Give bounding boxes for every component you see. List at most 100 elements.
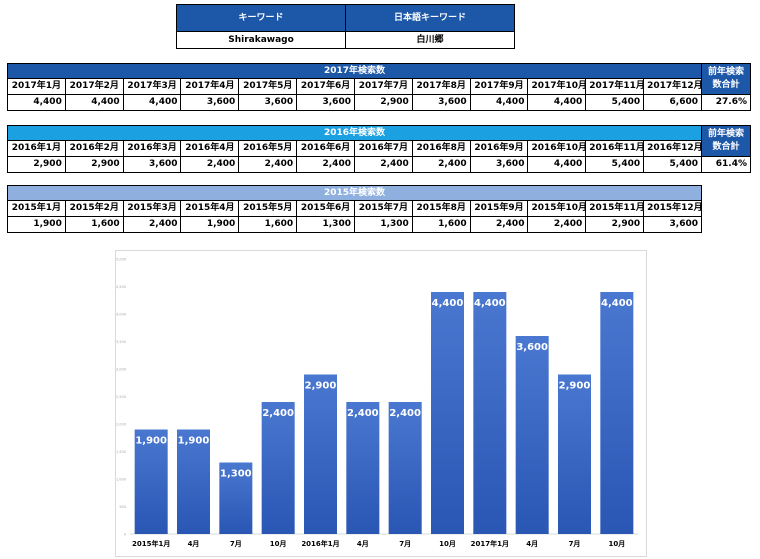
month-value: 2,400 (353, 156, 413, 173)
bar (261, 402, 295, 534)
bar (557, 374, 592, 534)
month-value: 3,600 (122, 156, 182, 173)
month-value: 4,400 (527, 94, 587, 111)
month-header: 2015年1月 (7, 200, 66, 217)
month-header: 2015年5月 (238, 200, 298, 217)
month-value: 2,400 (122, 216, 182, 233)
x-tick-label: 10月 (270, 540, 287, 548)
bar-value-label: 1,900 (135, 436, 167, 447)
month-header: 2016年3月 (122, 140, 182, 157)
month-value: 5,400 (585, 94, 645, 111)
month-header: 2017年6月 (296, 78, 355, 95)
prev-year-total-label: 前年検索数合計 (701, 63, 751, 95)
bar (430, 292, 465, 534)
month-value: 2,900 (64, 156, 124, 173)
month-value: 5,400 (643, 156, 702, 173)
year-table-2016: 2016年検索数 前年検索数合計 2016年1月 2016年2月 2016年3月 2016… (7, 125, 751, 173)
month-header: 2017年11月 (585, 78, 645, 95)
year-table-2017: 2017年検索数 前年検索数合計 2017年1月 2017年2月 2017年3月 2017… (7, 63, 751, 111)
x-tick-label: 2017年1月 (471, 539, 509, 548)
y-tick-label: 2,500 (116, 395, 126, 399)
month-header: 2016年6月 (296, 140, 355, 157)
bar-value-label: 2,400 (389, 408, 421, 419)
bar (303, 374, 338, 534)
bar (346, 402, 380, 534)
month-header: 2016年10月 (527, 140, 587, 157)
month-header: 2015年6月 (296, 200, 355, 217)
bar-value-label: 4,400 (474, 298, 506, 309)
month-value: 2,900 (353, 94, 413, 111)
month-value: 2,400 (469, 216, 529, 233)
month-value: 4,400 (527, 156, 587, 173)
month-value: 4,400 (64, 94, 124, 111)
bar-value-label: 4,400 (601, 298, 633, 309)
month-header: 2017年12月 (643, 78, 702, 95)
month-value: 3,600 (643, 216, 702, 233)
table-title: 2015年検索数 (7, 185, 702, 201)
keyword-table: キーワード 日本語キーワード Shirakawago 白川郷 (176, 4, 515, 49)
month-header: 2017年7月 (353, 78, 413, 95)
month-header: 2016年4月 (180, 140, 240, 157)
month-header: 2015年9月 (469, 200, 529, 217)
month-header: 2015年10月 (527, 200, 587, 217)
month-header: 2015年8月 (411, 200, 471, 217)
month-value: 1,300 (296, 216, 355, 233)
table-title: 2017年検索数 (7, 63, 702, 79)
bar-value-label: 2,900 (559, 381, 591, 392)
x-tick-label: 2016年1月 (301, 539, 339, 548)
x-tick-label: 7月 (569, 540, 581, 548)
month-header: 2016年8月 (411, 140, 471, 157)
bar-value-label: 1,300 (220, 469, 252, 480)
x-tick-label: 10月 (439, 540, 456, 548)
month-header: 2015年2月 (64, 200, 124, 217)
prev-year-total-label: 前年検索数合計 (701, 125, 751, 157)
month-value: 2,900 (585, 216, 645, 233)
month-value: 5,400 (585, 156, 645, 173)
month-value: 2,400 (296, 156, 355, 173)
bar-value-label: 1,900 (178, 436, 210, 447)
bar-value-label: 2,400 (347, 408, 379, 419)
x-tick-label: 7月 (230, 540, 242, 548)
japanese-keyword-value: 白川郷 (345, 31, 515, 49)
month-value: 4,400 (7, 94, 66, 111)
y-tick-label: 4,000 (116, 313, 126, 317)
y-tick-label: 3,000 (116, 368, 126, 372)
bar (219, 462, 253, 534)
x-tick-label: 7月 (399, 540, 411, 548)
month-header: 2016年9月 (469, 140, 529, 157)
bar-value-label: 2,900 (305, 381, 337, 392)
month-value: 3,600 (411, 94, 471, 111)
y-tick-label: 0 (124, 533, 126, 537)
y-tick-label: 3,500 (116, 340, 126, 344)
y-tick-label: 1,000 (116, 478, 126, 482)
prev-year-ratio: 27.6% (701, 94, 751, 111)
x-tick-label: 2015年1月 (132, 539, 170, 548)
month-value: 1,300 (353, 216, 413, 233)
table-title: 2016年検索数 (7, 125, 702, 141)
bar-value-label: 2,400 (262, 408, 294, 419)
month-header: 2017年5月 (238, 78, 298, 95)
month-header: 2017年2月 (64, 78, 124, 95)
x-tick-label: 4月 (526, 540, 538, 548)
month-value: 4,400 (122, 94, 182, 111)
keyword-value: Shirakawago (176, 31, 346, 49)
month-value: 2,400 (238, 156, 298, 173)
x-tick-label: 10月 (608, 540, 625, 548)
japanese-keyword-header: 日本語キーワード (345, 4, 515, 32)
month-header: 2017年4月 (180, 78, 240, 95)
month-header: 2017年8月 (411, 78, 471, 95)
bar (388, 402, 422, 534)
y-tick-label: 4,500 (116, 285, 126, 289)
month-header: 2015年7月 (353, 200, 413, 217)
bar (515, 336, 549, 534)
x-tick-label: 4月 (357, 540, 369, 548)
y-tick-label: 500 (119, 505, 126, 509)
bar (600, 292, 634, 534)
bar (134, 429, 168, 534)
month-header: 2016年12月 (643, 140, 702, 157)
search-volume-chart: 0 500 1,000 1,500 2,000 2,500 3,000 3,500 4,000 4… (116, 258, 638, 548)
y-tick-label: 2,000 (116, 423, 126, 427)
month-value: 2,900 (7, 156, 66, 173)
month-value: 1,600 (64, 216, 124, 233)
month-header: 2016年5月 (238, 140, 298, 157)
